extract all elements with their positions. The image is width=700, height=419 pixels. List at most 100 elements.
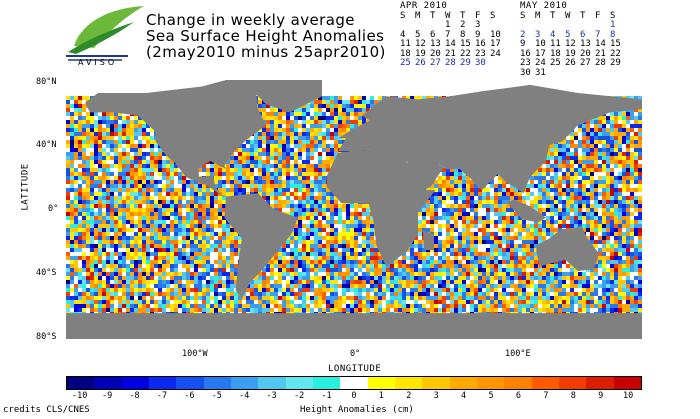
colorbar-label: -3 — [266, 391, 277, 401]
calendar-week: 30 31 — [520, 67, 625, 79]
calendar-week: 11 12 13 14 15 16 17 — [400, 39, 505, 50]
calendar-day: 27 — [430, 58, 441, 68]
colorbar-swatch — [422, 377, 450, 389]
calendar-day: 6 — [580, 29, 586, 40]
colorbar — [66, 376, 642, 390]
calendar-day: 26 — [415, 58, 426, 68]
calendar-day: 14 — [445, 39, 456, 49]
calendar-day: 11 — [400, 39, 411, 49]
colorbar-label: 8 — [570, 391, 576, 401]
calendar-day: 17 — [535, 48, 546, 59]
weekday-label: W — [445, 10, 451, 21]
calendar-week: 25 26 27 28 29 30 — [400, 58, 505, 69]
calendar-day: 8 — [610, 29, 616, 40]
weekday-label: F — [475, 10, 481, 21]
calendar-day: 7 — [595, 29, 601, 40]
calendar-day: 17 — [490, 39, 501, 49]
lon-tick-100w: 100°W — [182, 349, 208, 359]
lat-tick-80n: 80°N — [36, 77, 57, 87]
calendar-day: 12 — [565, 39, 576, 49]
calendar-day: 26 — [565, 58, 576, 68]
calendar-day: 4 — [400, 29, 406, 40]
calendar-day: 28 — [445, 58, 456, 68]
calendar-day: 31 — [535, 67, 546, 78]
weekday-label: T — [460, 10, 466, 21]
colorbar-swatch — [586, 377, 614, 389]
title-line-1: Change in weekly average — [146, 11, 355, 29]
calendar-day: 25 — [400, 58, 411, 68]
colorbar-title: Height Anomalies (cm) — [300, 405, 414, 415]
colorbar-swatch — [148, 377, 177, 389]
colorbar-label: 1 — [378, 391, 384, 401]
calendar-week: 18 19 20 21 22 23 24 — [400, 48, 505, 60]
calendar-day: 19 — [565, 48, 576, 59]
weekday-label: F — [595, 10, 601, 21]
weekday-label: T — [430, 10, 436, 21]
calendar-day: 16 — [520, 48, 531, 59]
calendar-day: 23 — [475, 48, 486, 59]
calendar-day: 10 — [490, 29, 501, 40]
calendar-day: 18 — [400, 48, 411, 59]
calendar-day: 11 — [550, 39, 561, 49]
calendar-day: 4 — [550, 29, 556, 40]
colorbar-label: -2 — [293, 391, 305, 401]
colorbar-swatch — [340, 377, 368, 389]
calendar-day: 20 — [430, 48, 441, 59]
calendar-week: 1 — [520, 20, 625, 31]
colorbar-swatch — [230, 377, 259, 389]
colorbar-labels: -10 -9 -8 -7 -6 -5 -4 -3 -2 -1 0 1 2 3 4 5 6 7 8 9 10 — [66, 391, 642, 401]
colorbar-swatch — [504, 377, 532, 389]
colorbar-label: -8 — [129, 391, 140, 401]
calendar-week: 23 24 25 26 27 28 29 — [520, 58, 625, 69]
calendar-day: 29 — [460, 58, 471, 68]
colorbar-label: -7 — [156, 391, 168, 401]
weekday-label: S — [400, 10, 406, 21]
colorbar-swatch — [531, 377, 559, 389]
weekday-label: M — [415, 10, 421, 21]
colorbar-label: -9 — [102, 391, 113, 401]
x-axis-title: LONGITUDE — [328, 364, 382, 374]
calendar-day: 13 — [430, 39, 441, 49]
y-axis-title: LATITUDE — [20, 163, 31, 211]
colorbar-swatch — [449, 377, 477, 389]
calendar-day: 5 — [415, 29, 421, 40]
weekday-label: M — [535, 10, 541, 21]
credits: credits CLS/CNES — [3, 405, 90, 415]
colorbar-label: -10 — [72, 391, 88, 401]
calendar-day: 2 — [520, 29, 526, 40]
calendar-day: 6 — [430, 29, 436, 40]
calendar-day: 30 — [475, 58, 486, 68]
colorbar-swatch — [394, 377, 423, 389]
colorbar-swatch — [67, 377, 95, 389]
calendar-day: 5 — [565, 29, 571, 40]
north-america — [85, 80, 266, 197]
colorbar-label: 7 — [543, 391, 549, 401]
colorbar-label: 5 — [488, 391, 494, 401]
calendar-day: 29 — [610, 58, 621, 68]
calendar-day: 12 — [415, 39, 426, 49]
map-canvas — [66, 80, 642, 339]
calendar-day: 7 — [445, 29, 451, 40]
calendar-title: APR 2010 — [400, 1, 448, 11]
calendar-day: 19 — [415, 48, 426, 59]
colorbar-swatch — [285, 377, 313, 389]
australia — [536, 225, 599, 271]
calendar-day: 23 — [520, 58, 531, 68]
calendar-week: 9 10 11 12 13 14 15 — [520, 39, 625, 50]
colorbar-swatch — [176, 377, 204, 389]
africa — [326, 149, 436, 267]
colorbar-label: 9 — [598, 391, 604, 401]
antarctica — [66, 313, 642, 339]
calendar-day: 22 — [610, 48, 621, 59]
logo-text: AVISO — [78, 58, 118, 67]
south-america — [224, 193, 298, 299]
aviso-logo — [66, 6, 144, 61]
calendar-may: MAY 2010 S M T W T F S 1 2 3 4 5 6 7 8 9 10 11 12 13 14 15 16 17… — [520, 1, 625, 79]
weekday-label: S — [520, 10, 526, 21]
lat-tick-40s: 40°S — [36, 268, 57, 278]
greenland — [226, 80, 322, 113]
lon-tick-100e: 100°E — [505, 349, 531, 359]
